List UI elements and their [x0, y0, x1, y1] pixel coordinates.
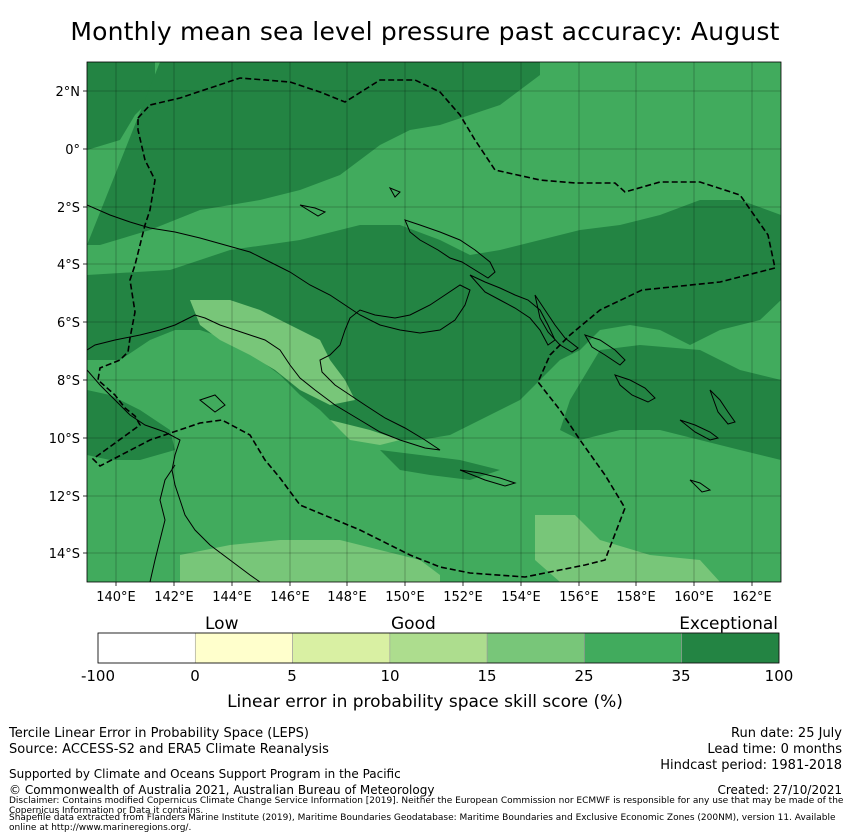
- colorbar-tick-label: 35: [671, 667, 691, 685]
- good-region-coral-north: [330, 420, 400, 445]
- coastline-gulf: [149, 464, 176, 582]
- colorbar-cell: [194, 632, 293, 664]
- disclaimer: Disclaimer: Contains modified Copernicus…: [9, 796, 844, 816]
- colorbar: [97, 632, 780, 664]
- tick-marks: [83, 90, 753, 586]
- colorbar-cell: [681, 632, 780, 664]
- colorbar-category-low: Low: [205, 614, 239, 634]
- x-tick-label: 152°E: [443, 590, 483, 605]
- x-tick-label: 144°E: [212, 590, 252, 605]
- colorbar-tick-label: 15: [477, 667, 497, 685]
- y-tick-label: 12°S: [49, 490, 80, 505]
- run-date: Run date: 25 July: [731, 726, 842, 741]
- colorbar-cell: [584, 632, 683, 664]
- x-tick-label: 140°E: [96, 590, 136, 605]
- exceptional-region-south-west: [87, 390, 175, 460]
- exceptional-region-main: [87, 200, 781, 440]
- colorbar-tick-label: 25: [574, 667, 594, 685]
- x-tick-labels: 140°E 142°E 144°E 146°E 148°E 150°E 152°…: [96, 590, 772, 605]
- x-tick-label: 160°E: [674, 590, 714, 605]
- hindcast-period: Hindcast period: 1981-2018: [660, 758, 842, 773]
- y-tick-label: 4°S: [57, 258, 80, 273]
- y-tick-label: 2°S: [57, 201, 80, 216]
- data-source: Source: ACCESS-S2 and ERA5 Climate Reana…: [9, 742, 329, 757]
- created-date: Created: 27/10/2021: [717, 783, 842, 797]
- colorbar-category-exceptional: Exceptional: [679, 614, 778, 634]
- coastline-solomons-3: [679, 419, 720, 441]
- x-tick-label: 142°E: [154, 590, 194, 605]
- lead-time: Lead time: 0 months: [707, 742, 842, 757]
- coastline-new-guinea: [87, 204, 471, 451]
- exceptional-region-north: [87, 62, 155, 150]
- map-title: Monthly mean sea level pressure past acc…: [70, 17, 780, 46]
- y-tick-labels: 2°N 0° 2°S 4°S 6°S 8°S 10°S 12°S 14°S: [49, 85, 80, 562]
- coastlines: [87, 187, 736, 582]
- y-tick-label: 8°S: [57, 374, 80, 389]
- colorbar-tick-label: 100: [764, 667, 794, 685]
- y-tick-label: 2°N: [56, 85, 81, 100]
- good-region-south-east: [535, 515, 720, 582]
- x-tick-label: 148°E: [327, 590, 367, 605]
- colorbar-cell: [292, 632, 391, 664]
- skill-map: 140°E 142°E 144°E 146°E 148°E 150°E 152°…: [49, 61, 782, 605]
- leps-description: Tercile Linear Error in Probability Spac…: [9, 726, 309, 741]
- coastline-solomons-2: [614, 374, 656, 403]
- colorbar-cell: [389, 632, 488, 664]
- colorbar-label: Linear error in probability space skill …: [227, 692, 623, 712]
- coastline-new-britain: [404, 219, 496, 279]
- coastline-bougainville: [534, 294, 579, 353]
- x-tick-label: 158°E: [616, 590, 656, 605]
- colorbar-cell: [97, 632, 196, 664]
- maritime-boundary: [91, 77, 776, 578]
- x-tick-label: 146°E: [270, 590, 310, 605]
- colorbar-category-good: Good: [391, 614, 436, 634]
- y-tick-label: 10°S: [49, 432, 80, 447]
- x-tick-label: 162°E: [732, 590, 772, 605]
- colorbar-tick-label: 5: [287, 667, 297, 685]
- colorbar-tick-label: -100: [80, 667, 116, 685]
- footer-right-block: Run date: 25 July Lead time: 0 months Hi…: [660, 726, 842, 774]
- coastline-solomons-1: [583, 334, 626, 366]
- coastline-small-island-b: [388, 187, 401, 198]
- y-tick-label: 0°: [65, 143, 80, 158]
- x-tick-label: 156°E: [559, 590, 599, 605]
- skill-regions: [87, 62, 781, 582]
- exceptional-region-gulf: [380, 450, 500, 480]
- support-note: Supported by Climate and Oceans Support …: [9, 767, 401, 781]
- good-region-png-highlands: [190, 300, 355, 405]
- coastline-small-island-a: [299, 204, 327, 217]
- coastline-solomons-4: [709, 389, 736, 425]
- y-tick-label: 14°S: [49, 547, 80, 562]
- x-tick-label: 154°E: [501, 590, 541, 605]
- coastline-small-island-c: [689, 479, 712, 493]
- coastline-louisiades: [459, 469, 517, 487]
- exceptional-region-east: [560, 345, 781, 460]
- colorbar-tick-label: 10: [380, 667, 400, 685]
- shapefile-attribution: Shapefile data extracted from Flanders M…: [9, 813, 836, 833]
- colorbar-cell: [486, 632, 585, 664]
- coastline-torres-strait: [198, 394, 226, 413]
- copyright-note: © Commonwealth of Australia 2021, Austra…: [9, 783, 435, 797]
- exceptional-region-north-center: [87, 62, 540, 245]
- x-tick-label: 150°E: [385, 590, 425, 605]
- footer-left-block: Tercile Linear Error in Probability Spac…: [9, 726, 329, 758]
- colorbar-tick-label: 0: [190, 667, 200, 685]
- y-tick-label: 6°S: [57, 316, 80, 331]
